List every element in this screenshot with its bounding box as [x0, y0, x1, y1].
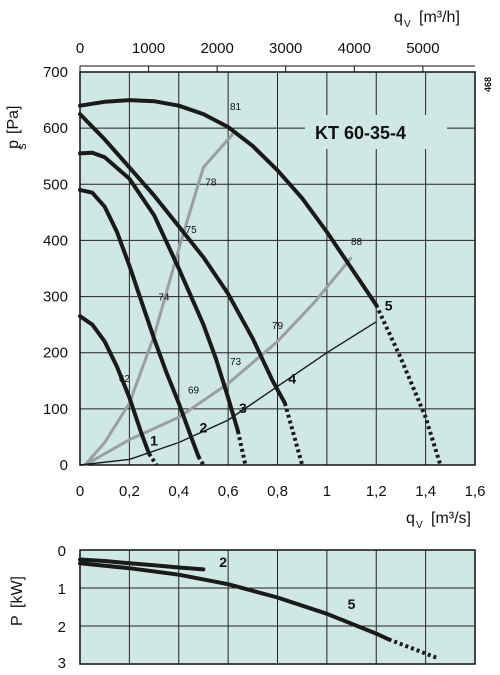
- y-tick-label: 700: [43, 64, 68, 81]
- x-tick-label: 1,4: [415, 483, 436, 500]
- efficiency-label: 74: [158, 293, 170, 304]
- power-curve-label-5: 5: [348, 596, 356, 612]
- fan-curve-5: [78, 98, 379, 307]
- chart-code-label: 468: [483, 77, 493, 92]
- top-tick-label: 5000: [406, 40, 439, 57]
- power-curve-dashed-5: [387, 637, 439, 661]
- fan-curve-dashed-1: [147, 452, 159, 467]
- y-axis-title: pS [Pa]: [5, 106, 29, 150]
- y-tick-label: 0: [60, 457, 68, 474]
- y-tick-label: 300: [43, 289, 68, 306]
- fan-curve-3: [78, 150, 240, 434]
- fan-curve-label-4: 4: [288, 371, 296, 387]
- x-axis-label-sub: V: [416, 520, 423, 531]
- power-curve-5: [78, 561, 391, 642]
- power-y-tick-label: 1: [58, 581, 66, 598]
- power-y-axis-title: P [kW]: [9, 576, 26, 626]
- y-tick-label: 200: [43, 345, 68, 362]
- efficiency-curve-1: [84, 256, 353, 467]
- fan-curve-dashed-5: [374, 304, 443, 466]
- power-curve-label-2: 2: [219, 554, 227, 570]
- fan-curve-4: [78, 112, 287, 406]
- y-axis-label: p: [5, 140, 22, 149]
- efficiency-label: 79: [272, 321, 284, 332]
- x-tick-label: 0,4: [168, 483, 189, 500]
- y-axis-unit: [Pa]: [5, 106, 22, 134]
- y-tick-label: 500: [43, 176, 68, 193]
- y-tick-label: 600: [43, 120, 68, 137]
- top-tick-label: 1000: [132, 40, 165, 57]
- power-curve-2: [78, 557, 206, 572]
- efficiency-label: 78: [205, 177, 217, 188]
- power-y-tick-label: 0: [58, 543, 66, 560]
- fan-curve-2: [78, 187, 201, 459]
- y-tick-label: 100: [43, 401, 68, 418]
- x-tick-label: 1,6: [465, 483, 486, 500]
- y-tick-label: 400: [43, 232, 68, 249]
- x-tick-label: 0: [76, 483, 84, 500]
- top-tick-label: 3000: [269, 40, 302, 57]
- efficiency-label: 69: [188, 386, 200, 397]
- power-plot-frame: [79, 549, 476, 665]
- top-axis-label-sub: V: [404, 19, 411, 30]
- x-tick-label: 0,6: [218, 483, 239, 500]
- efficiency-label: 75: [186, 225, 198, 236]
- power-y-axis-label: P: [9, 615, 26, 626]
- fan-curve-dashed-4: [282, 402, 305, 466]
- main-plot-frame: [79, 71, 476, 466]
- x-tick-label: 1,2: [366, 483, 387, 500]
- power-y-tick-label: 3: [58, 655, 66, 670]
- top-axis-title: q V [m³/h]: [394, 9, 460, 30]
- efficiency-label: 88: [351, 237, 363, 248]
- top-tick-label: 0: [76, 40, 84, 57]
- fan-curve-label-3: 3: [239, 400, 247, 416]
- top-axis-label: q: [394, 9, 403, 26]
- fan-curve-label-1: 1: [150, 432, 158, 448]
- fan-curve-dashed-2: [196, 455, 206, 467]
- x-tick-label: 1: [323, 483, 331, 500]
- x-axis-unit: [m³/s]: [431, 510, 471, 527]
- x-tick-label: 0,8: [267, 483, 288, 500]
- efficiency-label: 62: [119, 374, 131, 385]
- y-axis-label-sub: S: [18, 143, 29, 150]
- x-tick-label: 0,2: [119, 483, 140, 500]
- power-y-tick-label: 2: [58, 619, 66, 636]
- power-y-axis-unit: [kW]: [9, 576, 26, 608]
- chart-title: KT 60-35-4: [315, 123, 406, 143]
- fan-curve-label-2: 2: [200, 419, 208, 435]
- x-axis-label: q: [406, 510, 415, 527]
- system-curve: [79, 321, 377, 466]
- efficiency-label: 73: [230, 357, 242, 368]
- fan-curve-label-5: 5: [385, 298, 393, 314]
- x-axis-title: q V [m³/s]: [406, 510, 471, 531]
- fan-curve-1: [78, 314, 152, 456]
- efficiency-label: 81: [230, 102, 242, 113]
- top-tick-label: 4000: [338, 40, 371, 57]
- title-badge-bg: [305, 115, 447, 149]
- top-axis-unit: [m³/h]: [419, 9, 460, 26]
- top-tick-label: 2000: [200, 40, 233, 57]
